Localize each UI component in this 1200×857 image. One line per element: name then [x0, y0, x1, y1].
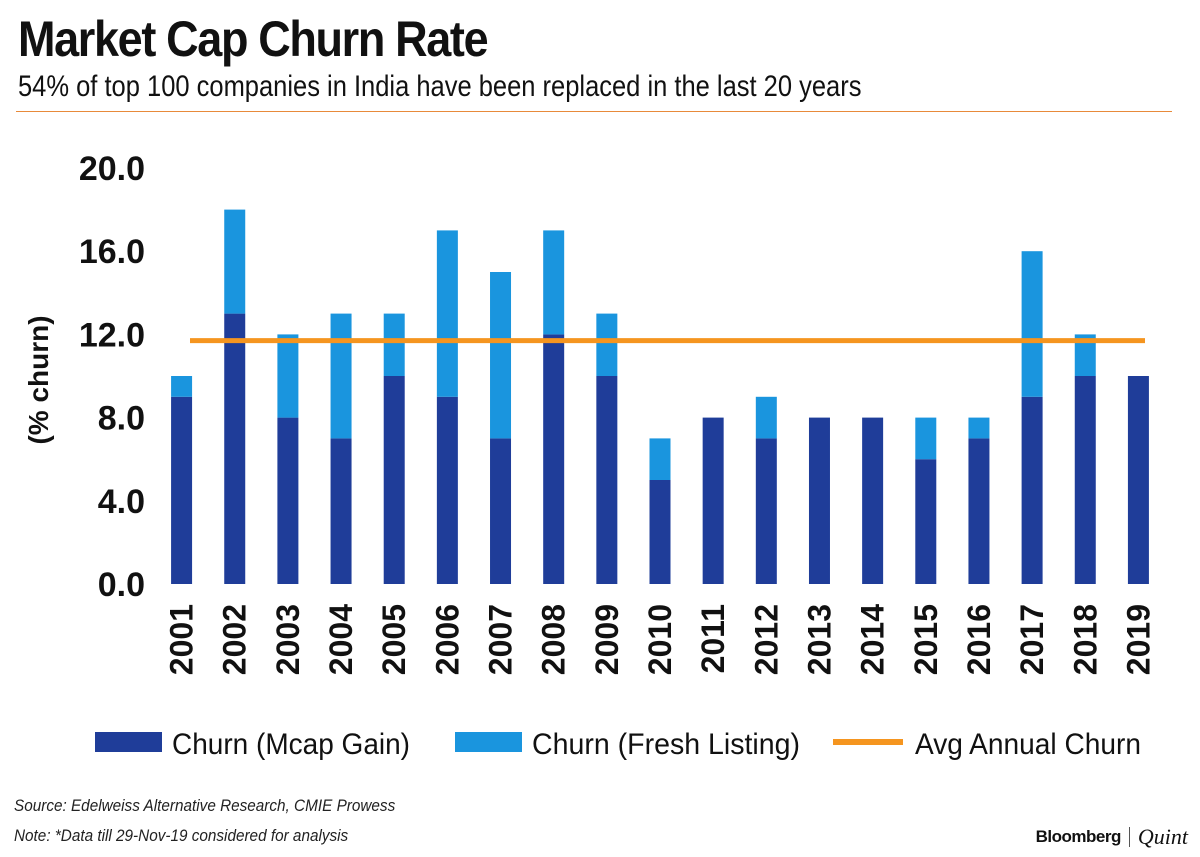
x-tick-label-2006: 2006 — [429, 604, 465, 675]
bar-mcap-gain-2004 — [330, 438, 352, 584]
title-divider — [16, 111, 1172, 112]
source-note: Source: Edelweiss Alternative Research, … — [14, 796, 396, 815]
y-tick-label: 4.0 — [98, 483, 145, 521]
bar-fresh-listing-2001 — [171, 376, 193, 397]
page-title: Market Cap Churn Rate — [18, 11, 489, 67]
bar-fresh-listing-2018 — [1074, 334, 1096, 376]
bar-mcap-gain-2015 — [915, 459, 937, 584]
x-tick-label-2019: 2019 — [1120, 604, 1156, 675]
bar-mcap-gain-2005 — [383, 376, 405, 584]
bar-mcap-gain-2013 — [808, 417, 830, 584]
x-tick-label-2005: 2005 — [376, 604, 412, 675]
x-tick-label-2008: 2008 — [536, 604, 572, 675]
bar-mcap-gain-2012 — [755, 438, 777, 584]
legend-label-fresh-listing: Churn (Fresh Listing) — [532, 728, 800, 761]
bar-fresh-listing-2010 — [649, 438, 671, 480]
x-tick-label-2016: 2016 — [961, 604, 997, 675]
bar-fresh-listing-2009 — [596, 313, 618, 376]
bar-mcap-gain-2014 — [862, 417, 884, 584]
bar-mcap-gain-2011 — [702, 417, 724, 584]
bar-fresh-listing-2004 — [330, 313, 352, 439]
y-axis: 0.0 4.0 8.0 12.0 16.0 20.0 — [79, 150, 145, 604]
x-tick-label-2004: 2004 — [323, 604, 359, 675]
logo-divider — [1128, 827, 1130, 847]
x-tick-label-2015: 2015 — [908, 604, 944, 675]
bar-fresh-listing-2006 — [436, 230, 458, 397]
bar-mcap-gain-2010 — [649, 480, 671, 584]
legend-swatch-mcap-gain — [95, 732, 162, 752]
legend-swatch-fresh-listing — [455, 732, 522, 752]
x-tick-label-2017: 2017 — [1014, 604, 1050, 675]
bar-mcap-gain-2016 — [968, 438, 990, 584]
legend-label-mcap-gain: Churn (Mcap Gain) — [172, 728, 410, 761]
bar-mcap-gain-2003 — [277, 417, 299, 584]
bar-fresh-listing-2007 — [490, 272, 512, 439]
x-tick-label-2007: 2007 — [483, 604, 519, 675]
brand-logo: Bloomberg Quint — [1036, 824, 1188, 850]
legend: Churn (Mcap Gain) Churn (Fresh Listing) … — [95, 728, 1141, 761]
footnote: Note: *Data till 29-Nov-19 considered fo… — [14, 826, 349, 845]
bar-mcap-gain-2002 — [224, 313, 246, 584]
logo-bloomberg: Bloomberg — [1035, 827, 1122, 846]
y-tick-label: 8.0 — [98, 400, 145, 438]
y-tick-label: 16.0 — [79, 233, 145, 271]
bar-fresh-listing-2015 — [915, 417, 937, 460]
bar-mcap-gain-2007 — [490, 438, 512, 584]
bar-fresh-listing-2005 — [383, 313, 405, 376]
x-tick-label-2012: 2012 — [748, 604, 784, 675]
x-tick-label-2013: 2013 — [801, 604, 837, 675]
bar-mcap-gain-2001 — [171, 396, 193, 584]
x-tick-label-2011: 2011 — [695, 604, 731, 673]
logo-quint: Quint — [1137, 824, 1188, 849]
legend-label-avg-churn: Avg Annual Churn — [915, 728, 1141, 761]
bar-mcap-gain-2006 — [436, 396, 458, 584]
bar-mcap-gain-2009 — [596, 376, 618, 584]
y-axis-label: (% churn) — [23, 315, 54, 444]
x-tick-label-2009: 2009 — [589, 604, 625, 675]
x-tick-label-2010: 2010 — [642, 604, 678, 675]
bar-mcap-gain-2018 — [1074, 376, 1096, 584]
bar-fresh-listing-2002 — [224, 209, 246, 314]
bars — [171, 209, 1149, 584]
x-tick-label-2001: 2001 — [164, 604, 200, 675]
bar-fresh-listing-2003 — [277, 334, 299, 418]
x-tick-label-2018: 2018 — [1067, 604, 1103, 675]
page-subtitle: 54% of top 100 companies in India have b… — [18, 70, 862, 103]
x-tick-label-2003: 2003 — [270, 604, 306, 675]
y-tick-label: 12.0 — [79, 316, 145, 354]
bar-fresh-listing-2008 — [543, 230, 565, 335]
x-axis: 2001 2002 2003 2004 2005 2006 2007 2008 2009 2010… — [164, 604, 1157, 675]
x-tick-label-2002: 2002 — [217, 604, 253, 675]
y-tick-label: 20.0 — [79, 150, 145, 188]
x-tick-label-2014: 2014 — [855, 604, 891, 675]
y-tick-label: 0.0 — [98, 566, 145, 604]
bar-fresh-listing-2012 — [755, 396, 777, 439]
bar-mcap-gain-2008 — [543, 334, 565, 584]
bar-fresh-listing-2016 — [968, 417, 990, 439]
bar-fresh-listing-2017 — [1021, 251, 1043, 397]
bar-mcap-gain-2017 — [1021, 396, 1043, 584]
bar-mcap-gain-2019 — [1127, 376, 1149, 584]
